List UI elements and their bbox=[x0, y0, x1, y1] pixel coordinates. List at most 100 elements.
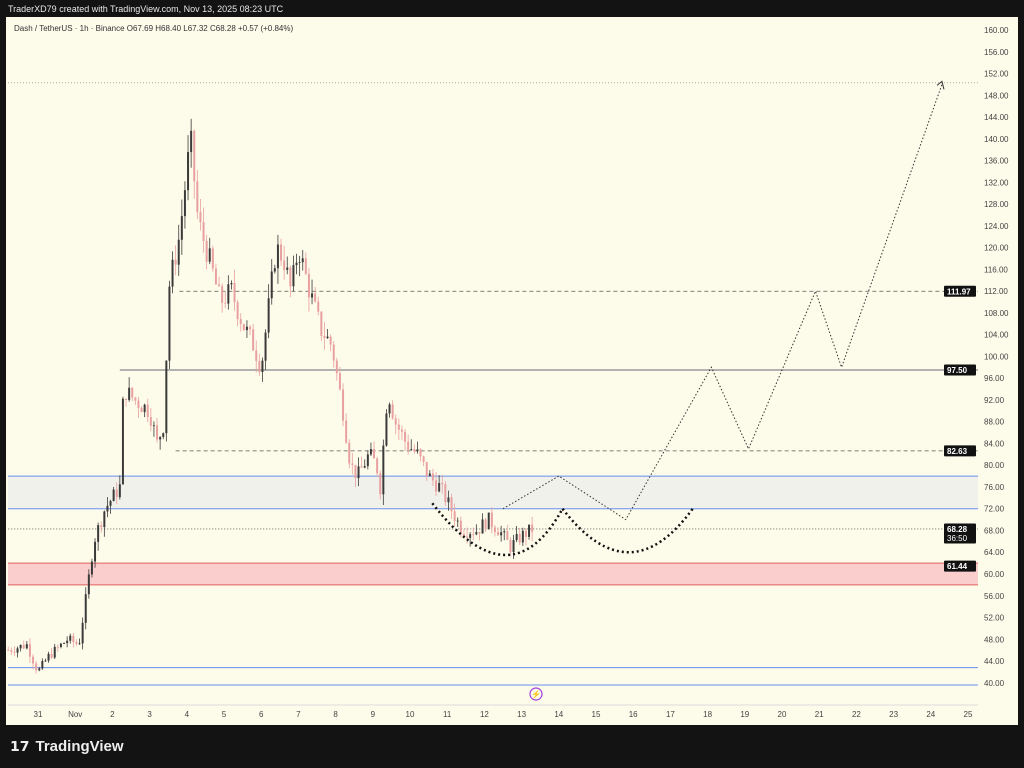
candle-body bbox=[103, 511, 106, 528]
price-tick-label: 96.00 bbox=[984, 374, 1005, 383]
candle-body bbox=[410, 448, 413, 450]
candle-body bbox=[75, 642, 78, 645]
candle-body bbox=[326, 336, 329, 339]
candle-body bbox=[276, 244, 279, 269]
price-tick-label: 144.00 bbox=[984, 113, 1009, 122]
time-tick-label: 31 bbox=[34, 710, 43, 719]
time-tick-label: 25 bbox=[964, 710, 973, 719]
candle-body bbox=[490, 512, 493, 528]
candle-body bbox=[382, 445, 385, 495]
price-tick-label: 120.00 bbox=[984, 244, 1009, 253]
candle-body bbox=[134, 397, 137, 401]
candle-body bbox=[242, 324, 245, 331]
candle-body bbox=[87, 574, 90, 595]
candle-body bbox=[286, 267, 289, 270]
candle-body bbox=[528, 524, 531, 537]
candle-body bbox=[112, 489, 115, 502]
candle-body bbox=[373, 449, 376, 459]
candle-body bbox=[369, 449, 372, 455]
candle-body bbox=[50, 653, 53, 658]
candle-body bbox=[320, 311, 323, 336]
time-tick-label: Nov bbox=[68, 710, 82, 719]
price-tick-label: 108.00 bbox=[984, 309, 1009, 318]
price-tick-label: 124.00 bbox=[984, 222, 1009, 231]
time-tick-label: 24 bbox=[926, 710, 935, 719]
candle-body bbox=[472, 534, 475, 536]
candle-body bbox=[143, 404, 146, 413]
candle-body bbox=[125, 398, 128, 400]
price-tick-label: 48.00 bbox=[984, 635, 1005, 644]
candle-body bbox=[289, 267, 292, 287]
zone-0 bbox=[8, 476, 978, 509]
candle-body bbox=[363, 466, 366, 468]
chart-frame bbox=[6, 17, 1018, 725]
price-label-82.63: 82.63 bbox=[947, 447, 968, 456]
candle-body bbox=[19, 644, 22, 649]
time-tick-label: 6 bbox=[259, 710, 264, 719]
price-label-68.28: 68.28 bbox=[947, 525, 968, 534]
candle-body bbox=[41, 661, 44, 669]
time-tick-label: 2 bbox=[110, 710, 115, 719]
candle-body bbox=[332, 344, 335, 361]
candle-body bbox=[174, 259, 177, 265]
candle-body bbox=[518, 534, 521, 543]
candle-body bbox=[484, 519, 487, 530]
candle-body bbox=[360, 466, 363, 468]
candle-body bbox=[400, 429, 403, 432]
candle-body bbox=[438, 483, 441, 492]
price-tick-label: 68.00 bbox=[984, 526, 1005, 535]
candle-body bbox=[168, 286, 171, 361]
candle-body bbox=[509, 539, 512, 553]
candle-body bbox=[35, 663, 38, 671]
candle-body bbox=[72, 635, 75, 643]
lightning-icon bbox=[529, 687, 543, 701]
candle-body bbox=[456, 520, 459, 522]
candle-body bbox=[441, 483, 444, 485]
candle-body bbox=[422, 456, 425, 462]
zone-1 bbox=[8, 563, 978, 585]
candle-body bbox=[180, 216, 183, 240]
candle-body bbox=[84, 594, 87, 623]
candle-body bbox=[428, 473, 431, 477]
price-label-bg bbox=[944, 285, 976, 297]
candle-body bbox=[478, 532, 481, 534]
candle-body bbox=[25, 644, 28, 649]
candle-body bbox=[199, 212, 202, 223]
time-tick-label: 22 bbox=[852, 710, 861, 719]
candle-body bbox=[59, 643, 62, 647]
candle-body bbox=[205, 240, 208, 262]
candle-body bbox=[261, 360, 264, 372]
candle-body bbox=[459, 520, 462, 535]
candle-body bbox=[66, 640, 69, 644]
time-tick-label: 3 bbox=[147, 710, 152, 719]
price-tick-label: 44.00 bbox=[984, 657, 1005, 666]
candle-body bbox=[10, 650, 13, 652]
candle-body bbox=[270, 271, 273, 299]
time-tick-label: 17 bbox=[666, 710, 675, 719]
candle-body bbox=[156, 425, 159, 440]
price-label-97.50: 97.50 bbox=[947, 366, 968, 375]
lightning-glyph: ⚡ bbox=[531, 689, 541, 699]
candle-body bbox=[345, 420, 348, 443]
time-tick-label: 7 bbox=[296, 710, 301, 719]
candle-body bbox=[63, 643, 66, 644]
candle-body bbox=[515, 534, 518, 541]
candle-body bbox=[218, 284, 221, 287]
candle-body bbox=[149, 417, 152, 426]
price-axis bbox=[978, 17, 1018, 725]
candle-body bbox=[376, 458, 379, 474]
candle-body bbox=[78, 643, 81, 645]
candle-body bbox=[53, 646, 56, 658]
price-tick-label: 76.00 bbox=[984, 483, 1005, 492]
candle-body bbox=[233, 283, 236, 303]
candle-body bbox=[314, 293, 317, 302]
candle-body bbox=[311, 293, 314, 298]
candle-body bbox=[487, 512, 490, 530]
candle-body bbox=[404, 431, 407, 442]
time-tick-label: 18 bbox=[703, 710, 712, 719]
candle-body bbox=[106, 505, 109, 512]
candle-body bbox=[521, 530, 524, 543]
chart-credit: TraderXD79 created with TradingView.com,… bbox=[8, 4, 284, 14]
time-tick-label: 16 bbox=[629, 710, 638, 719]
